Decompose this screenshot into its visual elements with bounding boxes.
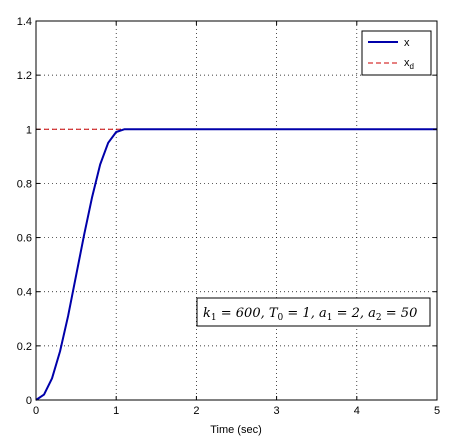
y-tick-label: 0.6 — [17, 233, 32, 245]
y-tick-label: 0.4 — [17, 287, 32, 299]
y-tick-label: 1.4 — [17, 16, 32, 28]
annotation-subscript: 0 — [278, 313, 284, 323]
y-tick-label: 1.2 — [17, 70, 32, 82]
x-tick-label: 3 — [274, 405, 280, 417]
annotation-part: = 50 — [382, 306, 418, 321]
y-tick-label: 0.2 — [17, 341, 32, 353]
x-tick-label: 0 — [33, 405, 39, 417]
y-tick-label: 1 — [26, 124, 32, 136]
legend-label-xd-main: x — [404, 57, 410, 69]
annotation-part: = 2, a — [332, 306, 375, 321]
annotation-text: k1 = 600, T0 = 1, a1 = 2, a2 = 50 — [203, 306, 417, 323]
x-tick-label: 2 — [193, 405, 199, 417]
legend-label-xd-sub: d — [410, 62, 414, 71]
plot-frame — [35, 20, 438, 401]
x-tick-label: 4 — [354, 405, 360, 417]
x-axis-label: Time (sec) — [210, 424, 262, 436]
legend-label-xd: xd — [404, 57, 414, 71]
annotation-part: = 600, T — [217, 306, 279, 321]
series-line-x — [35, 128, 437, 401]
y-tick-label: 0.8 — [17, 178, 32, 190]
annotation-part: = 1, a — [283, 306, 326, 321]
annotation-subscript: 1 — [327, 313, 333, 323]
annotation-subscript: 1 — [211, 313, 217, 323]
plot-background — [36, 21, 437, 400]
annotation-box — [196, 297, 431, 327]
legend-label-x: x — [404, 37, 410, 49]
legend: x xd — [361, 30, 432, 76]
x-tick-label: 5 — [434, 405, 440, 417]
y-tick-label: 0 — [26, 395, 32, 407]
parameter-annotation: k1 = 600, T0 = 1, a1 = 2, a2 = 50 — [196, 297, 431, 327]
x-tick-label: 1 — [113, 405, 119, 417]
axis-ticks: 0 1 2 3 4 5 0 0.2 0.4 0.6 0.8 1 1.2 1.4 — [17, 16, 440, 417]
legend-box — [361, 30, 432, 76]
annotation-subscript: 2 — [376, 313, 382, 323]
series-layer — [35, 128, 437, 401]
annotation-part: k — [203, 306, 211, 321]
